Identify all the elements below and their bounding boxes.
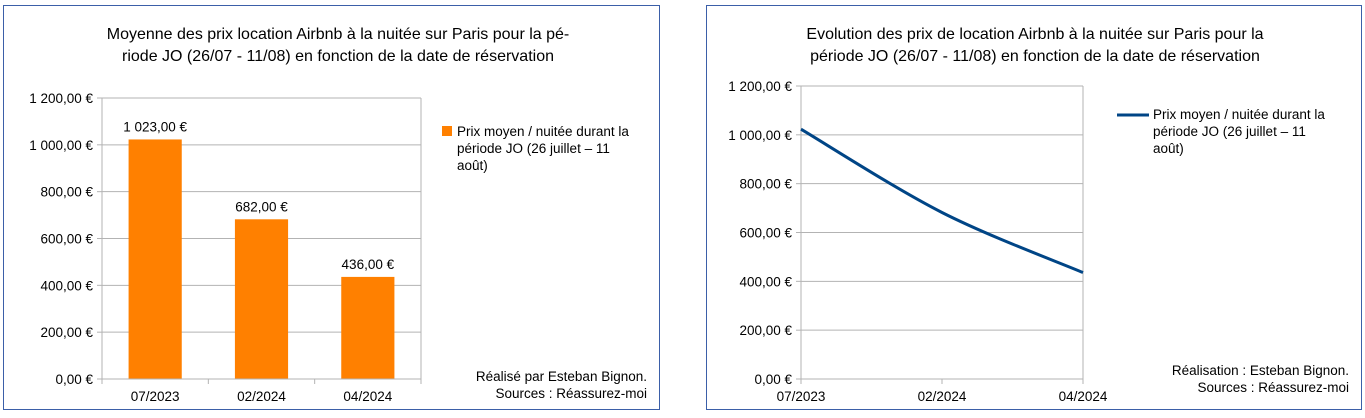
y-tick-label: 0,00 € [55,372,93,387]
y-tick-label: 400,00 € [40,278,93,293]
note-line: Sources : Réassurez-moi [1197,380,1349,395]
y-tick-label: 1 200,00 € [728,79,792,94]
y-tick-label: 1 000,00 € [728,128,792,143]
legend-swatch [442,126,452,136]
note-line: Sources : Réassurez-moi [495,386,647,401]
bar [341,276,395,379]
line-chart: Evolution des prix de location Airbnb à … [728,26,1349,404]
y-tick-label: 200,00 € [40,325,93,340]
data-label: 436,00 € [342,257,395,272]
bar [128,139,182,379]
y-tick-label: 0,00 € [754,372,792,387]
chart-title-line: période JO (26/07 - 11/08) en fonction d… [810,48,1260,65]
legend-label-line: août) [457,158,488,173]
y-tick-label: 200,00 € [739,323,792,338]
chart-title-line: riode JO (26/07 - 11/08) en fonction de … [122,48,554,65]
x-tick-label: 04/2024 [1059,389,1108,404]
y-tick-label: 400,00 € [739,274,792,289]
chart-title-line: Moyenne des prix location Airbnb à la nu… [107,26,569,43]
y-tick-label: 600,00 € [40,232,93,247]
x-tick-label: 07/2023 [777,389,826,404]
y-tick-label: 1 000,00 € [29,138,93,153]
line-chart-panel: Evolution des prix de location Airbnb à … [706,5,1362,410]
note-line: Réalisé par Esteban Bignon. [476,369,647,384]
bar-chart: Moyenne des prix location Airbnb à la nu… [29,26,647,404]
y-tick-label: 800,00 € [739,177,792,192]
bar [234,219,289,379]
note-line: Réalisation : Esteban Bignon. [1172,363,1349,378]
y-tick-label: 600,00 € [739,226,792,241]
legend-label-line: août) [1153,141,1184,156]
legend-label-line: période JO (26 juillet – 11 [457,141,610,156]
y-tick-label: 800,00 € [40,185,93,200]
y-tick-label: 1 200,00 € [29,91,93,106]
data-label: 1 023,00 € [123,119,187,134]
legend-label-line: Prix moyen / nuitée durant la [457,124,629,139]
x-tick-label: 02/2024 [918,389,967,404]
data-label: 682,00 € [235,199,288,214]
legend-label-line: Prix moyen / nuitée durant la [1153,107,1325,122]
x-tick-label: 04/2024 [343,389,392,404]
chart-title-line: Evolution des prix de location Airbnb à … [806,26,1263,43]
series-line [800,127,1084,274]
x-tick-label: 02/2024 [237,389,286,404]
bar-chart-panel: Moyenne des prix location Airbnb à la nu… [3,5,660,410]
legend-label-line: période JO (26 juillet – 11 [1153,124,1306,139]
x-tick-label: 07/2023 [131,389,180,404]
